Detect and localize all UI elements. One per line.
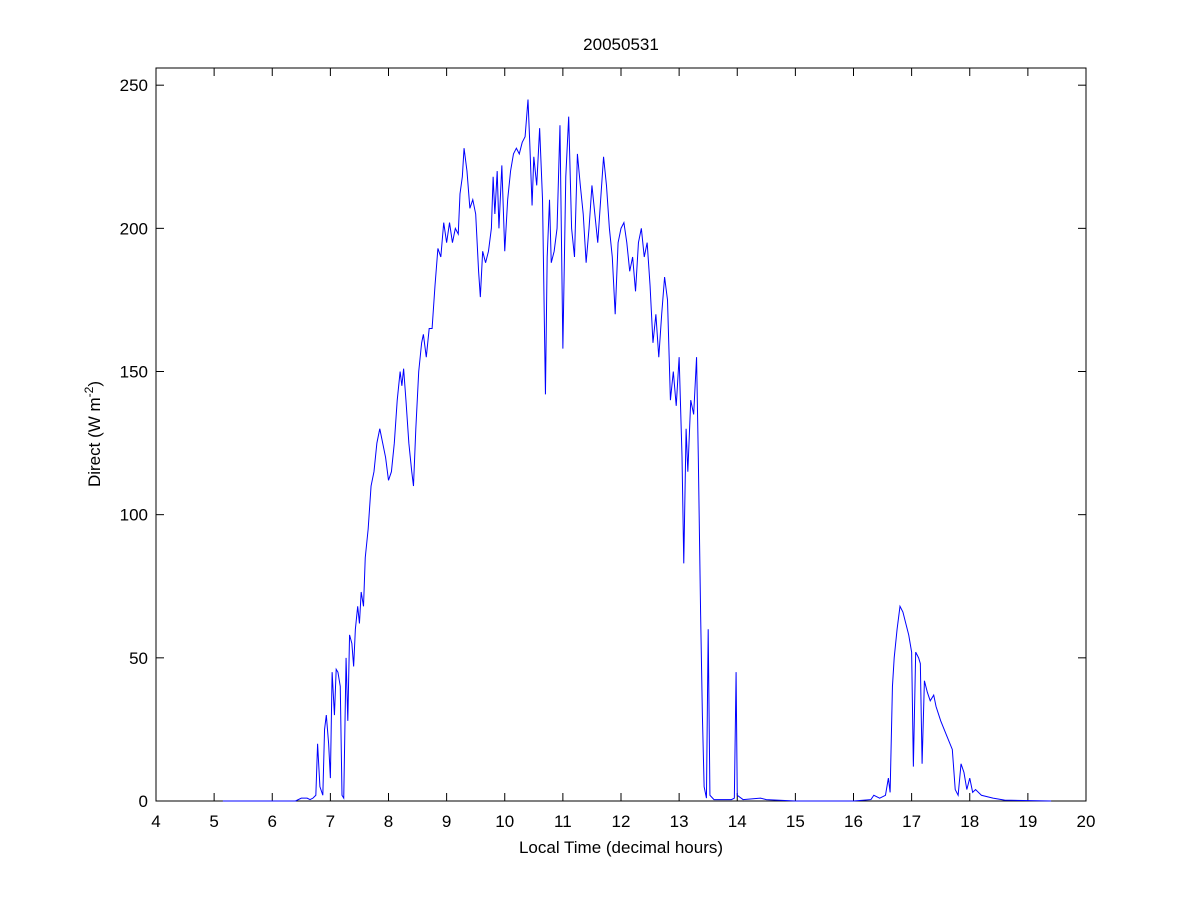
x-tick-label: 11 — [554, 812, 572, 831]
y-tick-label: 200 — [120, 219, 148, 238]
x-tick-label: 15 — [786, 812, 805, 831]
x-tick-label: 4 — [151, 812, 160, 831]
x-tick-label: 18 — [960, 812, 979, 831]
y-label-text: Direct (W m — [85, 397, 104, 487]
x-tick-label: 17 — [902, 812, 921, 831]
x-tick-label: 19 — [1018, 812, 1037, 831]
y-label-exponent: -2 — [82, 386, 96, 397]
y-tick-label: 100 — [120, 506, 148, 525]
x-axis-label: Local Time (decimal hours) — [519, 838, 723, 857]
x-tick-label: 14 — [728, 812, 747, 831]
y-label-text: ) — [85, 381, 104, 387]
x-tick-label: 12 — [612, 812, 631, 831]
x-tick-label: 6 — [268, 812, 277, 831]
x-tick-label: 10 — [495, 812, 514, 831]
y-tick-label: 250 — [120, 76, 148, 95]
x-tick-label: 13 — [670, 812, 689, 831]
data-line — [222, 99, 1052, 802]
y-tick-label: 50 — [129, 649, 148, 668]
y-tick-label: 150 — [120, 363, 148, 382]
x-tick-label: 5 — [209, 812, 218, 831]
x-tick-label: 8 — [384, 812, 393, 831]
x-tick-label: 9 — [442, 812, 451, 831]
x-tick-label: 20 — [1077, 812, 1096, 831]
x-tick-label: 7 — [326, 812, 335, 831]
y-tick-label: 0 — [139, 792, 148, 811]
plot-frame — [155, 67, 1087, 802]
y-axis-label: Direct (W m-2) — [82, 381, 104, 487]
chart-title: 20050531 — [583, 35, 659, 54]
x-tick-label: 16 — [844, 812, 863, 831]
